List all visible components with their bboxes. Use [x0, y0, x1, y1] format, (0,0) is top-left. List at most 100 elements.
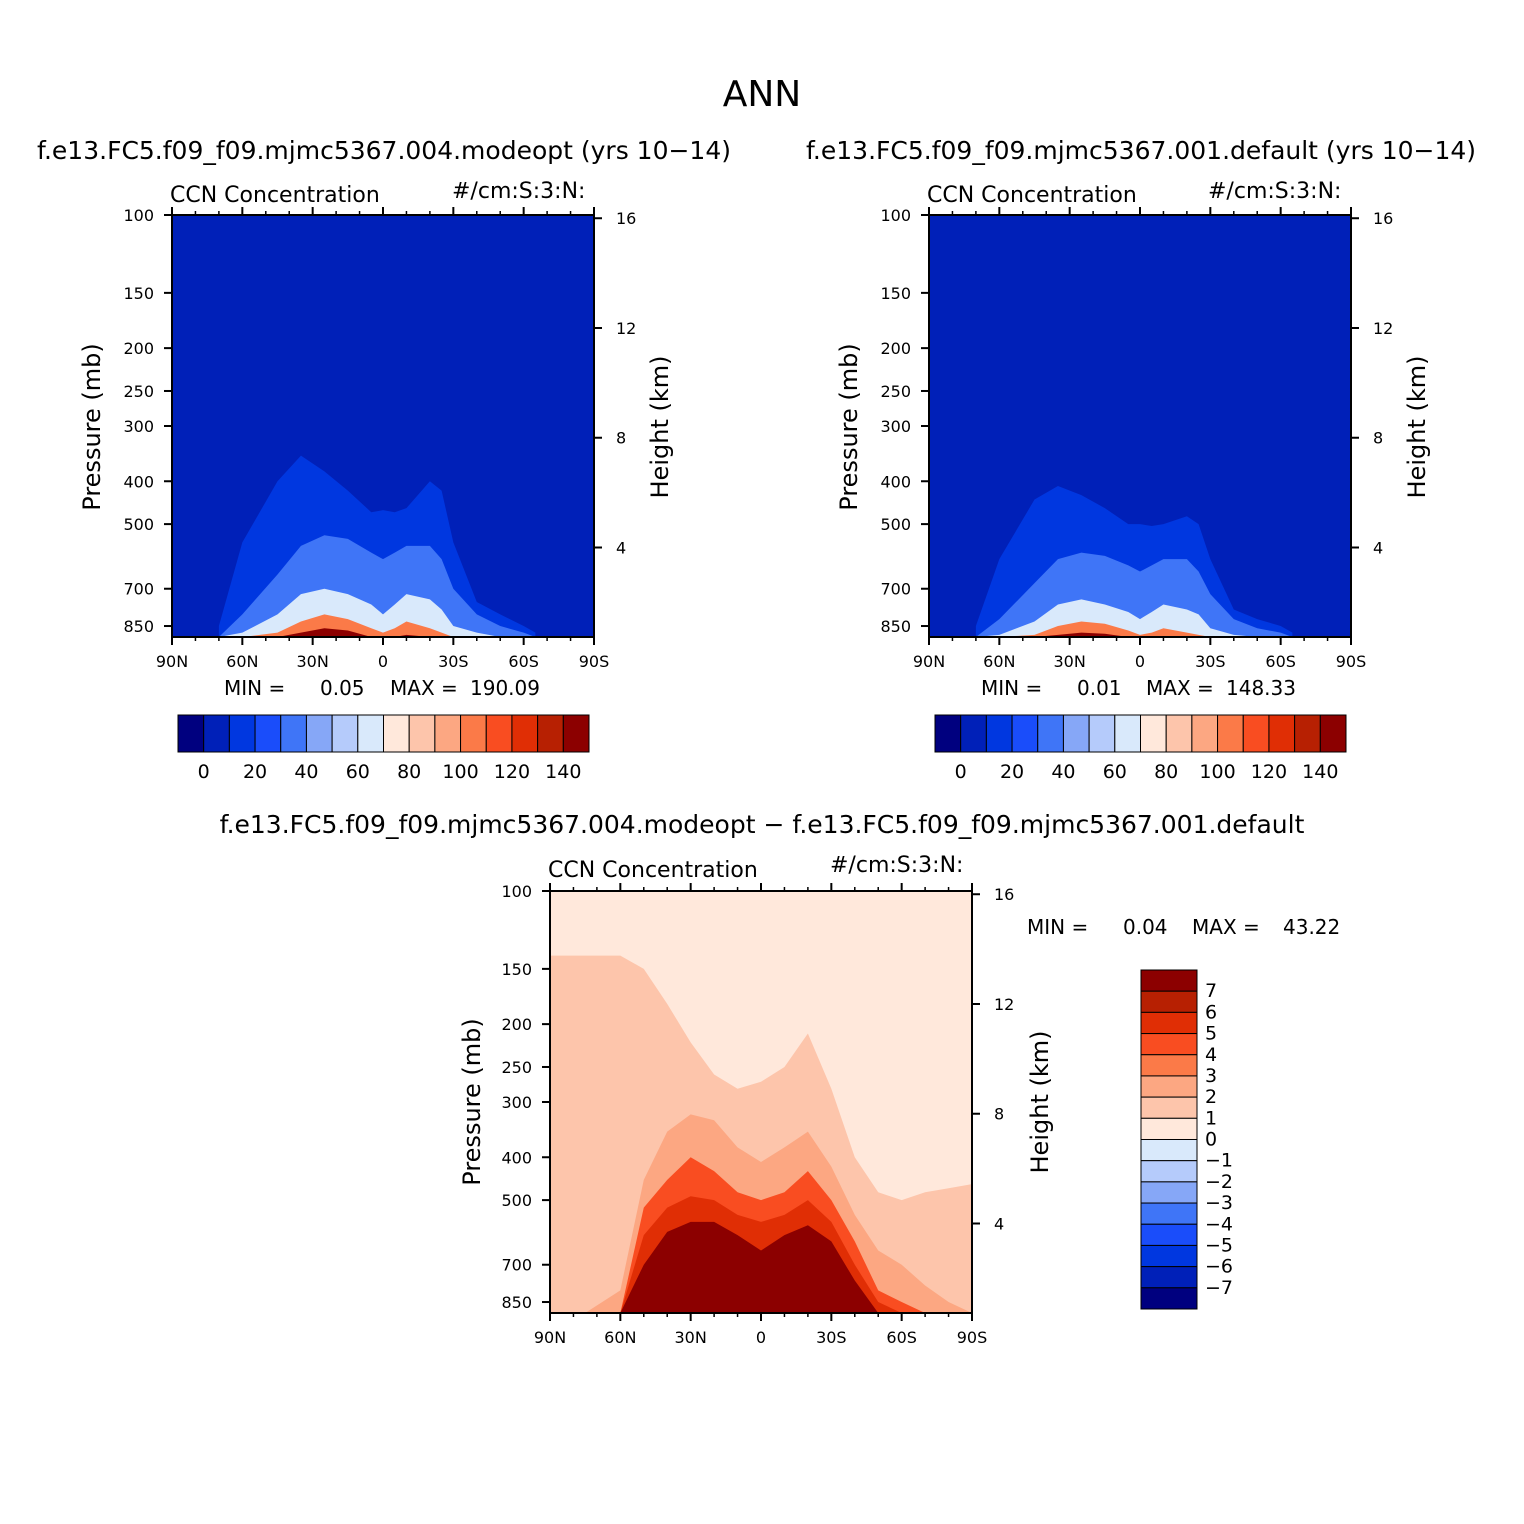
colorbar-box: [408, 714, 436, 753]
panel-default: f.e13.FC5.f09_f09.mjmc5367.001.default (…: [806, 136, 1476, 783]
colorbar-label: 6: [1205, 1001, 1217, 1023]
max-value: 43.22: [1283, 915, 1340, 939]
panel-modeopt: f.e13.FC5.f09_f09.mjmc5367.004.modeopt (…: [37, 136, 731, 783]
colorbar-label: 0: [198, 761, 210, 783]
y-tick-label: 250: [880, 382, 911, 401]
colorbar-box: [1011, 714, 1039, 753]
y-tick-label: 200: [501, 1015, 532, 1034]
y-tick-label: 200: [123, 339, 154, 358]
x-tick-label: 30N: [1054, 652, 1086, 671]
panel-difference: f.e13.FC5.f09_f09.mjmc5367.004.modeopt −…: [220, 810, 1341, 1347]
colorbar-box: [1140, 1054, 1198, 1077]
y-tick-label: 150: [123, 284, 154, 303]
x-tick-label: 30S: [438, 652, 469, 671]
colorbar-box: [1140, 1011, 1198, 1035]
colorbar-label: −2: [1205, 1171, 1233, 1193]
units-label: #/cm:S:3:N:: [1208, 179, 1341, 204]
y-tick-label: 700: [123, 580, 154, 599]
colorbar-box: [305, 714, 333, 753]
variable-label: CCN Concentration: [548, 858, 758, 883]
colorbar-label: 140: [1302, 761, 1338, 783]
colorbar-label: −3: [1205, 1192, 1233, 1214]
colorbar-label: 100: [1199, 761, 1235, 783]
colorbar-box: [254, 714, 282, 753]
colorbar-box: [203, 714, 230, 753]
contour-fill-level-100: [218, 614, 536, 637]
colorbar-box: [1140, 1223, 1198, 1246]
min-label: MIN =: [1027, 915, 1088, 939]
y-right-tick-label: 8: [994, 1105, 1004, 1124]
y-tick-label: 100: [880, 206, 911, 225]
y-right-tick-label: 4: [994, 1214, 1004, 1233]
variable-label: CCN Concentration: [170, 183, 380, 208]
units-label: #/cm:S:3:N:: [452, 179, 585, 204]
y-right-tick-label: 12: [616, 319, 636, 338]
y-tick-label: 150: [880, 284, 911, 303]
y-axis-label: Pressure (mb): [78, 343, 106, 510]
colorbar-label: 0: [1205, 1129, 1217, 1151]
x-tick-label: 90N: [156, 652, 188, 671]
colorbar-label: −7: [1205, 1277, 1233, 1299]
colorbar-label: 80: [1154, 761, 1178, 783]
colorbar-label: 20: [1000, 761, 1024, 783]
colorbar-box: [460, 714, 487, 753]
colorbar-box: [331, 714, 359, 753]
x-tick-label: 90S: [579, 652, 610, 671]
y-tick-label: 700: [880, 580, 911, 599]
y-right-tick-label: 4: [1373, 538, 1383, 557]
y-right-tick-label: 8: [1373, 429, 1383, 448]
x-tick-label: 30S: [1195, 652, 1226, 671]
colorbar-label: 100: [442, 761, 478, 783]
contour-fill-level-100: [975, 621, 1293, 637]
colorbar-box: [1268, 714, 1296, 753]
colorbar-label: 140: [545, 761, 581, 783]
colorbar-label: 20: [243, 761, 267, 783]
contour-plot: 90N 60N 30N 0 30S 60S 90S 100 150 200 250 300 400 500…: [123, 206, 636, 671]
colorbar-label: 60: [1103, 761, 1127, 783]
y-axis-right-label: Height (km): [646, 356, 674, 499]
colorbar-box: [1140, 1117, 1198, 1140]
max-label: MAX =: [390, 676, 458, 700]
colorbar-box: [511, 714, 539, 753]
panel-title: f.e13.FC5.f09_f09.mjmc5367.001.default (…: [806, 136, 1476, 165]
x-tick-label: 90N: [913, 652, 945, 671]
colorbar-label: −6: [1205, 1256, 1233, 1278]
y-tick-label: 700: [501, 1256, 532, 1275]
y-tick-label: 150: [501, 960, 532, 979]
y-tick-label: 500: [501, 1191, 532, 1210]
colorbar-label: 40: [1051, 761, 1075, 783]
colorbar-label: 2: [1205, 1086, 1217, 1108]
colorbar-box: [1140, 714, 1167, 753]
colorbar-label: 3: [1205, 1065, 1217, 1087]
y-right-tick-label: 8: [616, 429, 626, 448]
contour-plot: 90N 60N 30N 0 30S 60S 90S 100 150 200 250 300 400 500…: [501, 882, 1014, 1347]
x-tick-label: 90N: [534, 1328, 566, 1347]
colorbar-box: [934, 714, 962, 753]
colorbar-box: [485, 714, 513, 753]
colorbar-box: [1140, 1033, 1198, 1056]
y-tick-label: 850: [880, 617, 911, 636]
y-tick-label: 250: [501, 1058, 532, 1077]
colorbar-box: [1217, 714, 1244, 753]
min-label: MIN =: [981, 676, 1042, 700]
y-axis-label: Pressure (mb): [835, 343, 863, 510]
y-tick-label: 500: [880, 515, 911, 534]
colorbar-box: [383, 714, 410, 753]
variable-label: CCN Concentration: [927, 183, 1137, 208]
colorbar-box: [1140, 1181, 1198, 1204]
colorbar-box: [280, 714, 307, 753]
colorbar-label: 5: [1205, 1023, 1217, 1045]
contour-fill-level-140: [975, 632, 1293, 637]
colorbar-box: [1140, 1139, 1198, 1162]
colorbar-box: [228, 714, 256, 753]
y-right-tick-label: 16: [994, 885, 1014, 904]
colorbar-label: −4: [1205, 1213, 1233, 1235]
colorbar-box: [1140, 1075, 1198, 1098]
panel-title: f.e13.FC5.f09_f09.mjmc5367.004.modeopt (…: [37, 136, 731, 165]
colorbar-box: [1062, 714, 1090, 753]
colorbar-box: [434, 714, 462, 753]
colorbar-box: [537, 714, 564, 753]
y-tick-label: 500: [123, 515, 154, 534]
colorbar-box: [357, 714, 384, 753]
